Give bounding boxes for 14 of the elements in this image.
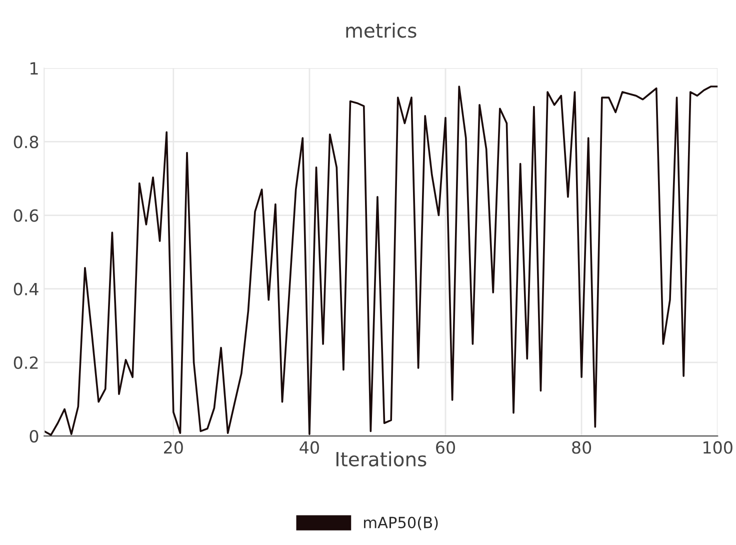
y-tick-label: 1 xyxy=(30,62,38,74)
x-tick-label: 20 xyxy=(164,441,183,454)
y-tick-label: 0.6 xyxy=(14,209,38,222)
y-tick-label: 0 xyxy=(30,430,38,443)
legend-label: mAP50(B) xyxy=(364,516,438,530)
y-tick-label: 0.4 xyxy=(14,282,38,296)
x-tick-label: 60 xyxy=(436,441,455,454)
y-tick-label: 0.2 xyxy=(14,356,38,369)
x-tick-label: 40 xyxy=(300,441,319,454)
x-axis-title: Iterations xyxy=(336,451,426,466)
chart-title: metrics xyxy=(346,22,416,38)
x-tick-label: 100 xyxy=(704,441,732,454)
y-tick-label: 0.8 xyxy=(14,136,38,148)
x-tick-label: 80 xyxy=(572,441,592,454)
